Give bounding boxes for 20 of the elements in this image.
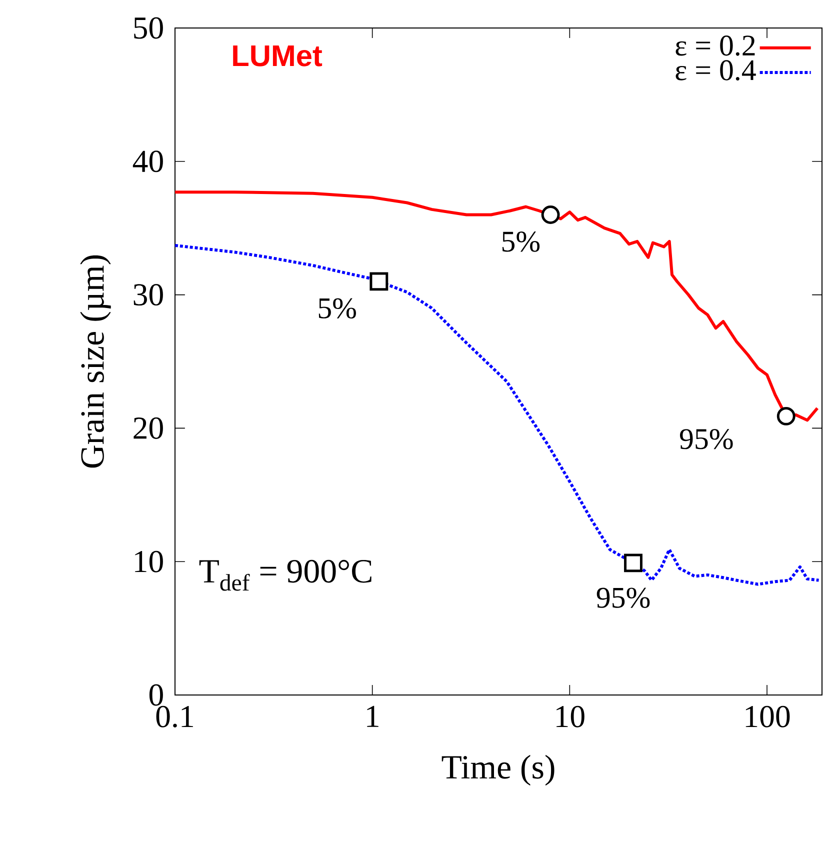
legend-label: ε = 0.4	[676, 60, 756, 80]
y-tick-label: 50	[134, 17, 163, 39]
y-tick-label: 30	[134, 284, 163, 306]
annotation: 5%	[502, 232, 540, 252]
x-tick-label: 1	[367, 706, 378, 727]
y-axis-title: Grain size (µm)	[80, 255, 111, 468]
y-tick-label: 20	[134, 417, 163, 439]
annotation: 5%	[318, 298, 356, 319]
annotation: LUMet	[233, 45, 322, 66]
annotation: 95%	[680, 429, 733, 450]
y-tick-label: 0	[149, 684, 163, 706]
legend-label: ε = 0.2	[676, 36, 755, 56]
y-tick-label: 40	[132, 150, 163, 172]
y-tick-label: 10	[135, 550, 163, 572]
annotation: T$_{def}$ = 900°C	[199, 560, 372, 591]
x-tick-label: 0.1	[156, 706, 193, 728]
x-tick-label: 100	[746, 706, 790, 728]
x-tick-label: 10	[556, 706, 584, 728]
annotation: 95%	[596, 588, 650, 608]
x-axis-title: Time (s)	[442, 754, 554, 786]
